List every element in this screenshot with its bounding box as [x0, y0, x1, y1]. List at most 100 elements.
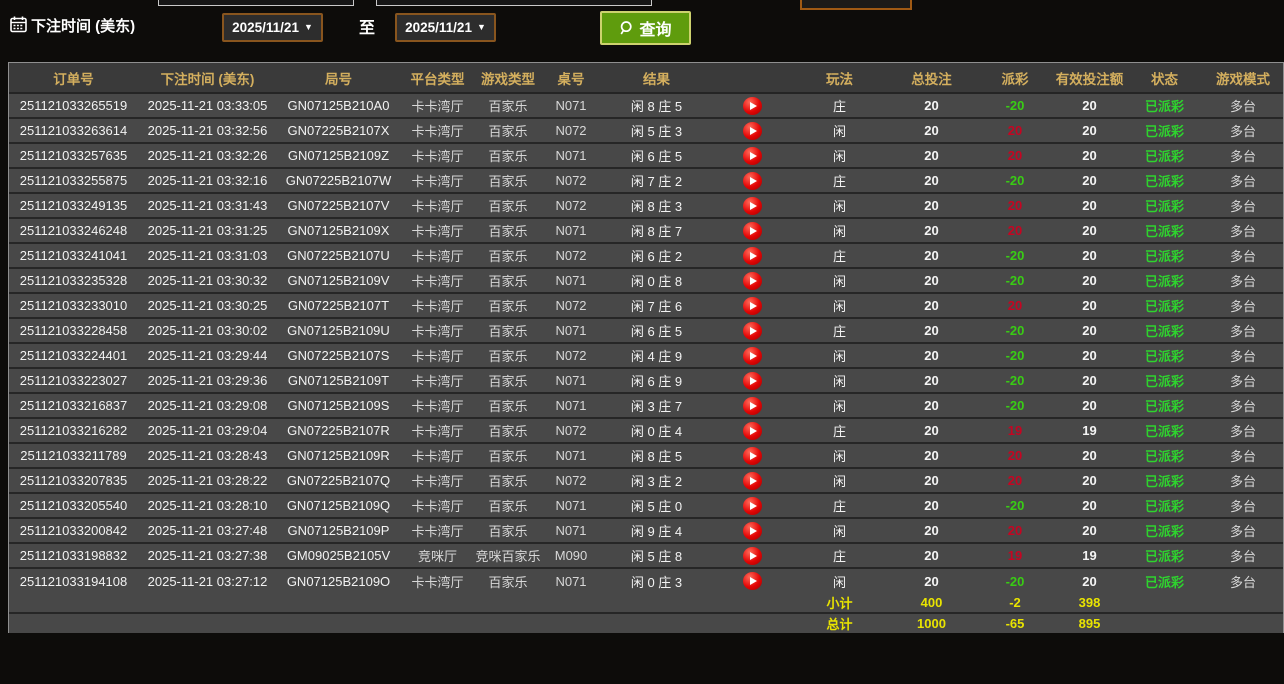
table-row: 251121033194108 2025-11-21 03:27:12 GN07… [9, 567, 1283, 593]
cell-bet-on: 闲 [793, 192, 886, 218]
cell-status: 已派彩 [1126, 567, 1203, 593]
cell-total-bet: 20 [886, 142, 977, 168]
cell-replay [712, 142, 793, 168]
cell-platform: 卡卡湾厅 [400, 367, 475, 393]
cell-total-bet: 20 [886, 517, 977, 543]
cell-platform: 卡卡湾厅 [400, 242, 475, 268]
cell-replay [712, 517, 793, 543]
cell-table-no: N071 [541, 93, 601, 118]
cell-payout: 20 [977, 442, 1053, 468]
cell-valid-bet: 20 [1053, 117, 1126, 143]
cutoff-input-box-2[interactable] [376, 0, 652, 6]
cell-status: 已派彩 [1126, 467, 1203, 493]
play-button[interactable] [743, 471, 762, 490]
play-button[interactable] [743, 171, 762, 190]
play-button[interactable] [743, 371, 762, 390]
cell-valid-bet: 20 [1053, 142, 1126, 168]
cell-game-type: 百家乐 [475, 492, 541, 518]
table-header-row: 订单号 下注时间 (美东) 局号 平台类型 游戏类型 桌号 结果 玩法 总投注 … [9, 63, 1283, 94]
play-button[interactable] [743, 96, 762, 115]
play-button[interactable] [743, 321, 762, 340]
cell-mode: 多台 [1203, 192, 1283, 218]
cell-game-type: 百家乐 [475, 342, 541, 368]
cell-total-bet: 20 [886, 467, 977, 493]
col-header-mode: 游戏模式 [1203, 63, 1283, 94]
cell-platform: 卡卡湾厅 [400, 267, 475, 293]
cell-result: 闲 8 庄 5 [601, 93, 712, 118]
play-button[interactable] [743, 296, 762, 315]
play-button[interactable] [743, 271, 762, 290]
cell-table-no: N072 [541, 342, 601, 368]
cell-mode: 多台 [1203, 567, 1283, 593]
play-button[interactable] [743, 246, 762, 265]
cell-table-no: N072 [541, 192, 601, 218]
query-button[interactable]: 查询 [600, 11, 691, 45]
cell-payout: 19 [977, 417, 1053, 443]
cell-table-no: N071 [541, 442, 601, 468]
cell-bet-time: 2025-11-21 03:29:36 [138, 367, 277, 393]
cell-mode: 多台 [1203, 467, 1283, 493]
cell-game-id: GN07125B2109R [277, 442, 400, 468]
cell-mode: 多台 [1203, 442, 1283, 468]
cell-result: 闲 5 庄 8 [601, 542, 712, 568]
chevron-down-icon: ▼ [476, 22, 486, 32]
cell-status: 已派彩 [1126, 292, 1203, 318]
play-button[interactable] [743, 196, 762, 215]
play-button[interactable] [743, 346, 762, 365]
cell-total-bet: 20 [886, 217, 977, 243]
cell-game-id: GN07125B2109Q [277, 492, 400, 518]
cell-valid-bet: 20 [1053, 342, 1126, 368]
table-row: 251121033224401 2025-11-21 03:29:44 GN07… [9, 342, 1283, 368]
play-button[interactable] [743, 546, 762, 565]
cell-mode: 多台 [1203, 317, 1283, 343]
play-button[interactable] [743, 496, 762, 515]
play-button[interactable] [743, 121, 762, 140]
cell-replay [712, 217, 793, 243]
cell-bet-time: 2025-11-21 03:31:25 [138, 217, 277, 243]
table-row: 251121033246248 2025-11-21 03:31:25 GN07… [9, 217, 1283, 243]
cell-game-type: 百家乐 [475, 242, 541, 268]
cell-platform: 卡卡湾厅 [400, 517, 475, 543]
cell-table-no: N071 [541, 567, 601, 593]
cell-bet-on: 闲 [793, 292, 886, 318]
table-row: 251121033263614 2025-11-21 03:32:56 GN07… [9, 117, 1283, 143]
play-button[interactable] [743, 446, 762, 465]
subtotal-total-bet: 400 [886, 593, 977, 613]
date-from-select[interactable]: 2025/11/21 ▼ [222, 13, 323, 42]
play-button[interactable] [743, 421, 762, 440]
play-button[interactable] [743, 521, 762, 540]
cell-order: 251121033216282 [9, 417, 138, 443]
cell-replay [712, 392, 793, 418]
cell-order: 251121033224401 [9, 342, 138, 368]
cell-platform: 卡卡湾厅 [400, 192, 475, 218]
cell-game-id: GN07125B2109Z [277, 142, 400, 168]
col-header-table-no: 桌号 [541, 63, 601, 94]
cell-table-no: N071 [541, 267, 601, 293]
cell-table-no: N071 [541, 392, 601, 418]
table-row: 251121033207835 2025-11-21 03:28:22 GN07… [9, 467, 1283, 493]
cell-result: 闲 8 庄 3 [601, 192, 712, 218]
date-from-value: 2025/11/21 [232, 20, 299, 35]
date-to-select[interactable]: 2025/11/21 ▼ [395, 13, 496, 42]
cell-valid-bet: 19 [1053, 417, 1126, 443]
play-button[interactable] [743, 396, 762, 415]
magnifier-icon [620, 21, 633, 35]
cutoff-input-box-3[interactable] [800, 0, 912, 10]
cutoff-input-box-1[interactable] [158, 0, 354, 6]
cell-replay [712, 292, 793, 318]
play-button[interactable] [743, 572, 762, 590]
play-button[interactable] [743, 221, 762, 240]
cell-game-type: 百家乐 [475, 317, 541, 343]
cell-order: 251121033265519 [9, 93, 138, 118]
play-button[interactable] [743, 146, 762, 165]
cell-status: 已派彩 [1126, 217, 1203, 243]
cell-bet-time: 2025-11-21 03:33:05 [138, 93, 277, 118]
cell-payout: -20 [977, 492, 1053, 518]
cell-status: 已派彩 [1126, 342, 1203, 368]
cell-mode: 多台 [1203, 392, 1283, 418]
cell-mode: 多台 [1203, 167, 1283, 193]
cell-bet-time: 2025-11-21 03:32:26 [138, 142, 277, 168]
cell-game-id: GN07125B2109O [277, 567, 400, 593]
cell-mode: 多台 [1203, 342, 1283, 368]
cell-bet-time: 2025-11-21 03:30:32 [138, 267, 277, 293]
